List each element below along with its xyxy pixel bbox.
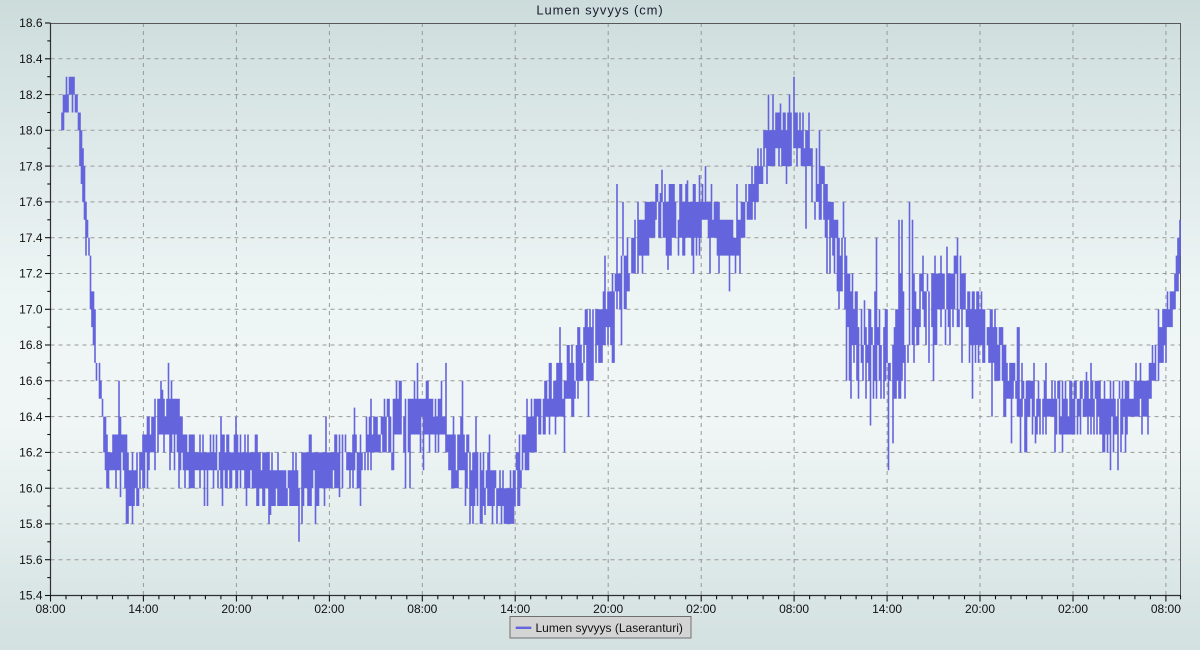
svg-text:15.6: 15.6 [19,553,43,567]
svg-text:18.0: 18.0 [19,124,43,138]
svg-text:17.8: 17.8 [19,159,43,173]
svg-text:17.0: 17.0 [19,303,43,317]
svg-text:20:00: 20:00 [593,602,623,616]
svg-text:16.0: 16.0 [19,481,43,495]
svg-text:20:00: 20:00 [965,602,995,616]
svg-text:16.2: 16.2 [19,446,43,460]
svg-text:18.2: 18.2 [19,88,43,102]
svg-text:17.4: 17.4 [19,231,43,245]
svg-text:14:00: 14:00 [128,602,158,616]
svg-text:15.4: 15.4 [19,589,43,603]
svg-text:16.8: 16.8 [19,338,43,352]
svg-text:Lumen syvyys (Laseranturi): Lumen syvyys (Laseranturi) [536,621,683,635]
svg-text:02:00: 02:00 [1058,602,1088,616]
svg-text:02:00: 02:00 [314,602,344,616]
svg-text:14:00: 14:00 [872,602,902,616]
svg-text:16.4: 16.4 [19,410,43,424]
svg-text:16.6: 16.6 [19,374,43,388]
svg-text:08:00: 08:00 [779,602,809,616]
svg-text:Lumen syvyys (cm): Lumen syvyys (cm) [536,3,663,18]
svg-text:08:00: 08:00 [407,602,437,616]
svg-text:18.4: 18.4 [19,52,43,66]
svg-text:17.6: 17.6 [19,195,43,209]
svg-text:20:00: 20:00 [221,602,251,616]
svg-text:15.8: 15.8 [19,517,43,531]
svg-text:14:00: 14:00 [500,602,530,616]
svg-text:18.6: 18.6 [19,16,43,30]
svg-text:08:00: 08:00 [35,602,65,616]
svg-text:02:00: 02:00 [686,602,716,616]
svg-text:17.2: 17.2 [19,267,43,281]
svg-text:08:00: 08:00 [1151,602,1181,616]
